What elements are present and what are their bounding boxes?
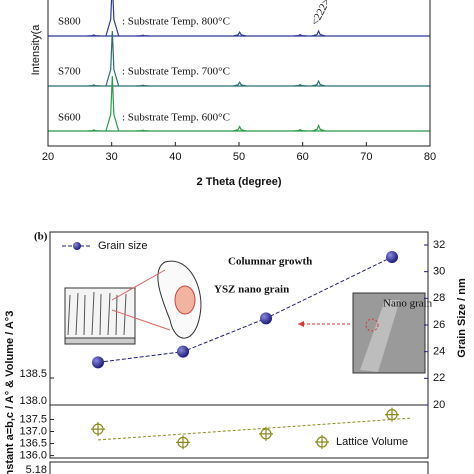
y-tick-label: 137.5 [19, 413, 47, 425]
peak [105, 0, 120, 37]
series-name: S700 [58, 66, 81, 78]
peak [136, 34, 150, 37]
note: Nano grain [383, 298, 433, 310]
sem-detail [360, 300, 400, 372]
sem-arrowhead [298, 321, 304, 327]
note: YSZ nano grain [214, 284, 289, 296]
bottom-tick-label: 5.18 [26, 464, 47, 474]
y2-label: Grain Size / nm [456, 278, 468, 358]
x-tick-label: 80 [424, 151, 436, 163]
y-label: constant a=b,c / A° & Volume / A°3 [4, 311, 16, 474]
grain-point [177, 345, 189, 358]
trendline [97, 417, 411, 441]
sem-marker [365, 318, 379, 332]
x-tick-label: 50 [233, 151, 245, 163]
lattice-point [259, 426, 273, 441]
peak [136, 84, 150, 87]
y-tick-label: 138.5 [19, 368, 47, 380]
marker-cross [259, 426, 273, 441]
peak [233, 80, 247, 87]
peak [233, 30, 247, 37]
grain-point [92, 356, 104, 369]
legend-label: Lattice Volume [336, 436, 408, 448]
y2-tick-label: 22 [433, 372, 445, 384]
y-tick-label: 136.5 [19, 437, 47, 449]
peak [312, 79, 326, 87]
peak [105, 75, 120, 132]
x-tick-label: 60 [297, 151, 309, 163]
y-tick-label: 136.0 [19, 449, 47, 461]
peak [233, 125, 247, 132]
y2-tick-label: 24 [433, 346, 445, 358]
grain-point [260, 312, 272, 325]
peak [293, 33, 307, 37]
y2-tick-label: 30 [433, 266, 445, 278]
marker-cross [176, 435, 190, 450]
peak [87, 129, 101, 132]
nano-grain [174, 285, 196, 315]
series-label: : Substrate Temp. 700°C [122, 66, 230, 78]
y-tick-label: 138.0 [19, 395, 47, 407]
marker-cross [385, 407, 399, 422]
peak [293, 83, 307, 87]
peak [87, 84, 101, 87]
x-label: 2 Theta (degree) [197, 176, 282, 188]
marker-cross [91, 422, 105, 437]
note: Columnar growth [228, 256, 312, 268]
lattice-point [91, 422, 105, 437]
columns [67, 291, 127, 336]
x-tick-label: 70 [360, 151, 372, 163]
traces [48, 0, 430, 132]
x-tick-label: 20 [42, 151, 54, 163]
zoom-lines [111, 269, 171, 331]
marker-cross [315, 435, 329, 449]
legend-label: Grain size [98, 240, 148, 252]
y2-tick-label: 32 [433, 239, 445, 251]
legend-marker [73, 242, 81, 250]
series-label: : Substrate Temp. 600°C [122, 112, 230, 124]
y2-tick-label: 20 [433, 399, 445, 411]
lattice-point [176, 435, 190, 450]
lattice-point [385, 407, 399, 422]
grain-line [97, 256, 393, 363]
series-name: S800 [58, 16, 81, 28]
series-label: : Substrate Temp. 800°C [122, 16, 230, 28]
peak [105, 30, 120, 87]
peak [136, 129, 150, 132]
peak [293, 128, 307, 132]
legend-marker [315, 435, 329, 449]
peak [87, 34, 101, 37]
panel-label: (b) [34, 231, 48, 243]
peak [312, 29, 326, 37]
y-tick-label: 137.0 [19, 425, 47, 437]
bottom-frame [49, 461, 429, 474]
substrate [64, 337, 136, 345]
annotation: <222> [309, 0, 333, 28]
insets [64, 260, 426, 374]
y2-tick-label: 28 [433, 292, 445, 304]
grain-point [386, 251, 398, 263]
y2-tick-label: 26 [433, 319, 445, 331]
y-label: Intensity(a [30, 24, 42, 76]
peak [311, 123, 326, 132]
series-name: S600 [58, 112, 81, 124]
x-tick-label: 30 [106, 151, 118, 163]
mid-frame [49, 404, 429, 459]
x-tick-label: 40 [169, 151, 181, 163]
plot-frame [47, 0, 431, 147]
